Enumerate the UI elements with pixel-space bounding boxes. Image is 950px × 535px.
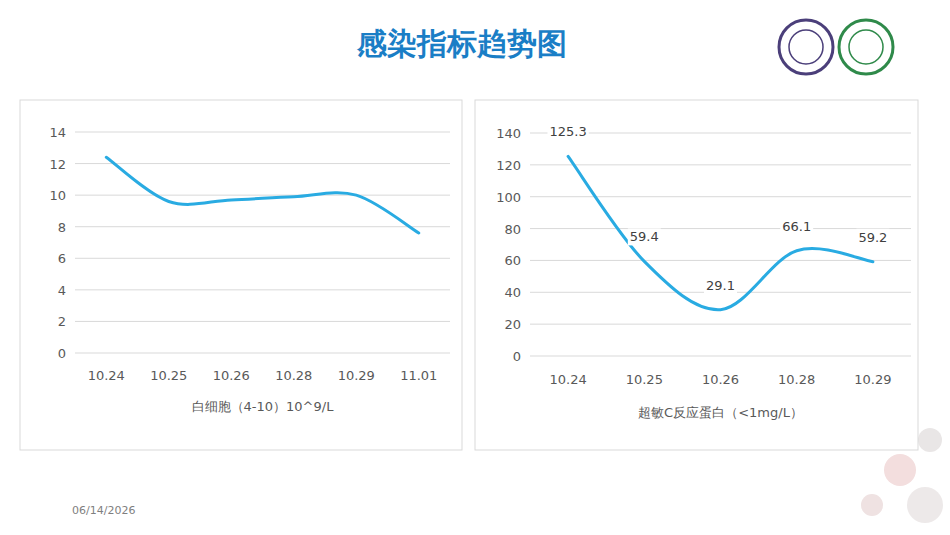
grid-line <box>75 132 450 133</box>
chart-panel: 0 20 40 60 80 100 120 140 10.24 10.25 10.26 10.28 10… <box>475 100 918 450</box>
date: 06/14/2026 <box>72 504 135 517</box>
grid-line <box>75 289 450 290</box>
y-tick-label: 0 <box>513 349 521 364</box>
label-patch <box>704 277 737 294</box>
x-tick-label: 10.29 <box>338 368 375 383</box>
data-label: 66.1 <box>782 219 811 234</box>
data-line <box>106 157 419 233</box>
label-patch <box>780 218 813 235</box>
grid-line <box>75 258 450 259</box>
panel-frame <box>475 100 918 450</box>
logo-inner <box>849 30 883 64</box>
flower <box>907 487 943 523</box>
y-tick-label: 100 <box>496 190 521 205</box>
x-tick-label: 10.24 <box>549 372 586 387</box>
panel-frame <box>20 100 462 450</box>
chart-panel: 0 2 4 6 8 10 12 14 10.24 10.25 10.26 10.28 10.29 11.0… <box>20 100 462 450</box>
flower <box>884 454 916 486</box>
plot-marks <box>568 156 873 309</box>
data-label: 59.2 <box>858 230 887 245</box>
plot-marks <box>106 157 419 233</box>
label-patch <box>628 228 661 245</box>
y-tick-label: 10 <box>49 188 66 203</box>
x-axis-title: 白细胞（4-10）10^9/L <box>192 399 335 414</box>
grid-line <box>530 228 911 229</box>
grid-line <box>75 226 450 227</box>
x-tick-label: 10.28 <box>778 372 815 387</box>
data-label: 125.3 <box>549 124 586 139</box>
grid-line <box>75 353 450 354</box>
logo-inner <box>789 30 823 64</box>
y-tick-label: 8 <box>58 220 66 235</box>
y-tick-label: 14 <box>49 125 66 140</box>
y-tick-label: 6 <box>58 251 66 266</box>
x-tick-label: 10.26 <box>702 372 739 387</box>
logo <box>839 20 893 74</box>
grid-line <box>530 260 911 261</box>
logo <box>779 20 833 74</box>
data-label: 59.4 <box>630 229 659 244</box>
y-tick-label: 40 <box>504 285 521 300</box>
label-patch <box>547 123 588 140</box>
x-tick-label: 10.24 <box>88 368 125 383</box>
grid-line <box>530 356 911 357</box>
flower <box>861 494 883 516</box>
y-tick-label: 140 <box>496 126 521 141</box>
grid-line <box>75 195 450 196</box>
x-tick-label: 10.26 <box>213 368 250 383</box>
grid-line <box>530 164 911 165</box>
grid-line <box>75 321 450 322</box>
x-tick-label: 10.29 <box>854 372 891 387</box>
grid-line <box>530 324 911 325</box>
label-patch <box>856 229 889 246</box>
y-tick-label: 4 <box>58 283 66 298</box>
y-tick-label: 0 <box>58 346 66 361</box>
x-tick-label: 11.01 <box>400 368 437 383</box>
y-tick-label: 20 <box>504 317 521 332</box>
y-tick-label: 12 <box>49 157 66 172</box>
x-tick-label: 10.28 <box>275 368 312 383</box>
y-tick-label: 80 <box>504 222 521 237</box>
y-tick-label: 120 <box>496 158 521 173</box>
x-tick-label: 10.25 <box>626 372 663 387</box>
data-line <box>568 156 873 309</box>
x-axis-title: 超敏C反应蛋白（<1mg/L） <box>638 405 803 420</box>
x-tick-label: 10.25 <box>150 368 187 383</box>
y-tick-label: 2 <box>58 314 66 329</box>
flower <box>918 428 942 452</box>
y-tick-label: 60 <box>504 253 521 268</box>
grid-line <box>530 196 911 197</box>
page-title: 感染指标趋势图 <box>356 26 567 61</box>
grid-line <box>75 163 450 164</box>
data-label: 29.1 <box>706 278 735 293</box>
